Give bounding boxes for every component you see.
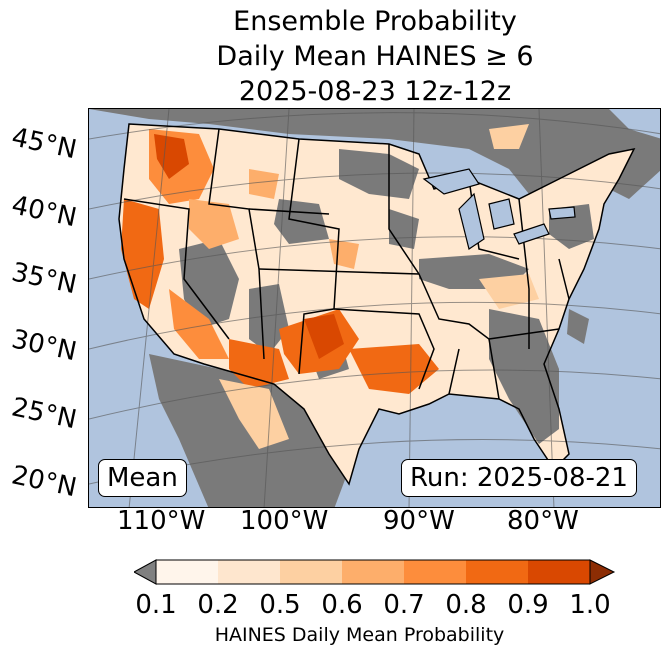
colorbar-bin-4 xyxy=(342,560,404,584)
colorbar-tick-0-1: 0.1 xyxy=(135,590,177,620)
title-line-2: Daily Mean HAINES ≥ 6 xyxy=(216,41,534,72)
mean-label-box: Mean xyxy=(98,459,187,497)
lon-label-80: 80°W xyxy=(507,506,579,536)
colorbar-tick-0-9: 0.9 xyxy=(507,590,549,620)
lat-label-30: 30°N xyxy=(8,324,80,368)
lon-label-100: 100°W xyxy=(240,506,329,536)
colorbar-under-arrow xyxy=(134,559,157,585)
colorbar-tick-0-6: 0.6 xyxy=(321,590,363,620)
colorbar-over-arrow xyxy=(589,559,616,585)
lat-label-40: 40°N xyxy=(8,190,80,234)
lat-label-25: 25°N xyxy=(8,392,80,436)
lon-label-110: 110°W xyxy=(117,506,206,536)
colorbar-bin-1 xyxy=(156,560,218,584)
run-date-label-box: Run: 2025-08-21 xyxy=(401,459,637,497)
colorbar-bin-3 xyxy=(280,560,342,584)
colorbar-bin-7 xyxy=(528,560,590,584)
lon-label-90: 90°W xyxy=(383,506,455,536)
colorbar-tick-0-7: 0.7 xyxy=(383,590,425,620)
probability-fill xyxy=(121,124,539,449)
lat-label-35: 35°N xyxy=(8,257,80,301)
colorbar-tick-0-2: 0.2 xyxy=(197,590,239,620)
lat-label-45: 45°N xyxy=(8,122,80,166)
colorbar-bin-2 xyxy=(218,560,280,584)
great-lakes xyxy=(422,168,576,250)
map-canvas xyxy=(89,109,660,507)
colorbar-label: HAINES Daily Mean Probability xyxy=(214,624,505,646)
colorbar-tick-1-0: 1.0 xyxy=(569,590,611,620)
colorbar-bin-5 xyxy=(404,560,466,584)
colorbar xyxy=(134,559,616,585)
colorbar-tick-0-8: 0.8 xyxy=(445,590,487,620)
title-line-3: 2025-08-23 12z-12z xyxy=(238,76,512,107)
colorbar-bin-6 xyxy=(466,560,528,584)
colorbar-tick-0-5: 0.5 xyxy=(259,590,301,620)
probability-map xyxy=(88,108,661,508)
title-line-1: Ensemble Probability xyxy=(233,6,517,37)
lat-label-20: 20°N xyxy=(8,460,80,504)
